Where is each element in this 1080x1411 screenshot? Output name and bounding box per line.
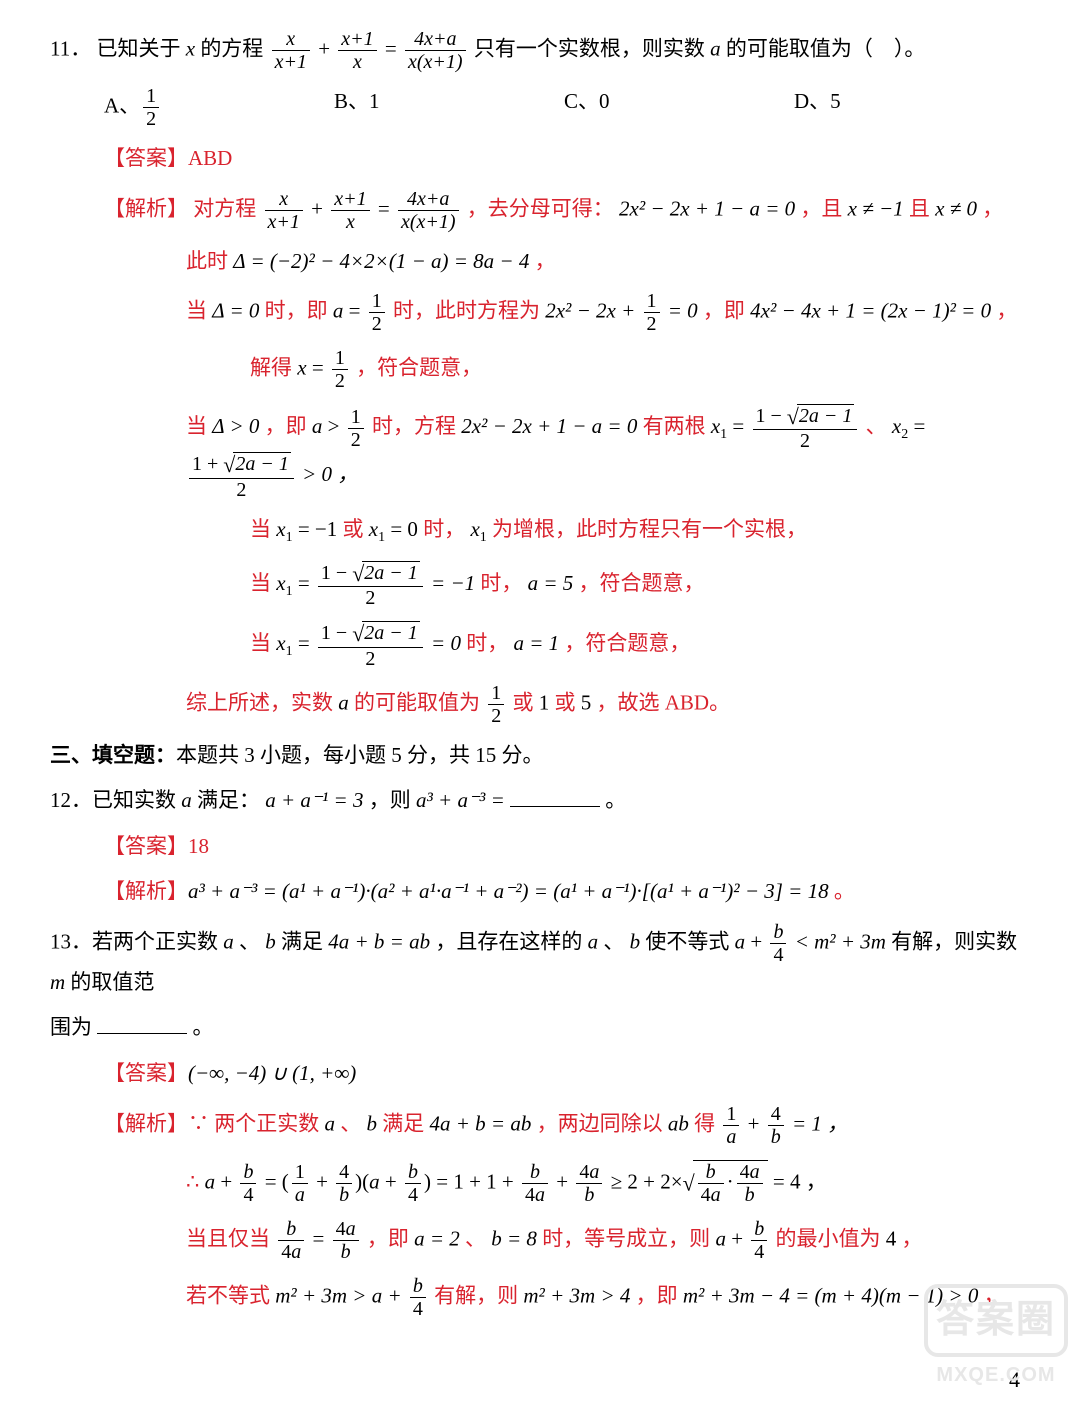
q11-jx2: 此时 Δ = (−2)² − 4×2×(1 − a) = 8a − 4 ，: [50, 245, 1030, 279]
q11-choices: A、12 B、1 C、0 D、5: [50, 85, 1030, 130]
q11-jx8: 当 x1 = 1 − √2a − 12 = 0 时， a = 1 ，符合题意，: [50, 621, 1030, 669]
section3-header: 三、填空题：本题共 3 小题，每小题 5 分，共 15 分。: [50, 739, 1030, 773]
q13-answer: 【答案】(−∞, −4) ∪ (1, +∞): [50, 1057, 1030, 1091]
q11-jx4: 解得 x = 12 ，符合题意，: [50, 347, 1030, 392]
q11-num: 11．: [50, 36, 91, 60]
q13-stem: 13．若两个正实数 a 、 b 满足 4a + b = ab ，且存在这样的 a…: [50, 921, 1030, 1000]
q11-jx3: 当 Δ = 0 时，即 a = 12 时，此时方程为 2x² − 2x + 12…: [50, 290, 1030, 335]
q13-jx1: 【解析】∵ 两个正实数 a 、 b 满足 4a + b = ab ，两边同除以 …: [50, 1103, 1030, 1148]
q11-answer: 【答案】ABD: [50, 142, 1030, 176]
q13-jx4: 若不等式 m² + 3m > a + b4 有解，则 m² + 3m > 4 ，…: [50, 1275, 1030, 1320]
q11-jx5: 当 Δ > 0 ，即 a > 12 时，方程 2x² − 2x + 1 − a …: [50, 404, 1030, 500]
choice-A: A、12: [104, 85, 334, 130]
q12-answer: 【答案】18: [50, 830, 1030, 864]
q11-jx1: 【解析】 对方程 xx+1 + x+1x = 4x+ax(x+1) ，去分母可得…: [50, 188, 1030, 233]
q12-stem: 12．已知实数 a 满足： a + a⁻¹ = 3 ，则 a³ + a⁻³ = …: [50, 784, 1030, 818]
choice-C: C、0: [564, 85, 794, 130]
q13-jx2: ∴ a + b4 = (1a + 4b)(a + b4) = 1 + 1 + b…: [50, 1160, 1030, 1206]
q11-jx9: 综上所述，实数 a 的可能取值为 12 或 1 或 5 ，故选 ABD。: [50, 682, 1030, 727]
q13-stem2: 围为 。: [50, 1011, 1030, 1045]
choice-D: D、5: [794, 85, 1024, 130]
choice-B: B、1: [334, 85, 564, 130]
frac: xx+1: [272, 28, 310, 73]
q12-jx: 【解析】a³ + a⁻³ = (a¹ + a⁻¹)·(a² + a¹·a⁻¹ +…: [50, 875, 1030, 909]
q11-stem: 11． 已知关于 x 的方程 xx+1 + x+1x = 4x+ax(x+1) …: [50, 28, 1030, 73]
q11-jx6: 当 x1 = −1 或 x1 = 0 时， x1 为增根，此时方程只有一个实根，: [50, 513, 1030, 550]
q11-jx7: 当 x1 = 1 − √2a − 12 = −1 时， a = 5 ，符合题意，: [50, 561, 1030, 609]
q13-jx3: 当且仅当 b4a = 4ab ，即 a = 2 、 b = 8 时，等号成立，则…: [50, 1218, 1030, 1263]
watermark: 答案圈 MXQE.COM: [924, 1284, 1068, 1391]
